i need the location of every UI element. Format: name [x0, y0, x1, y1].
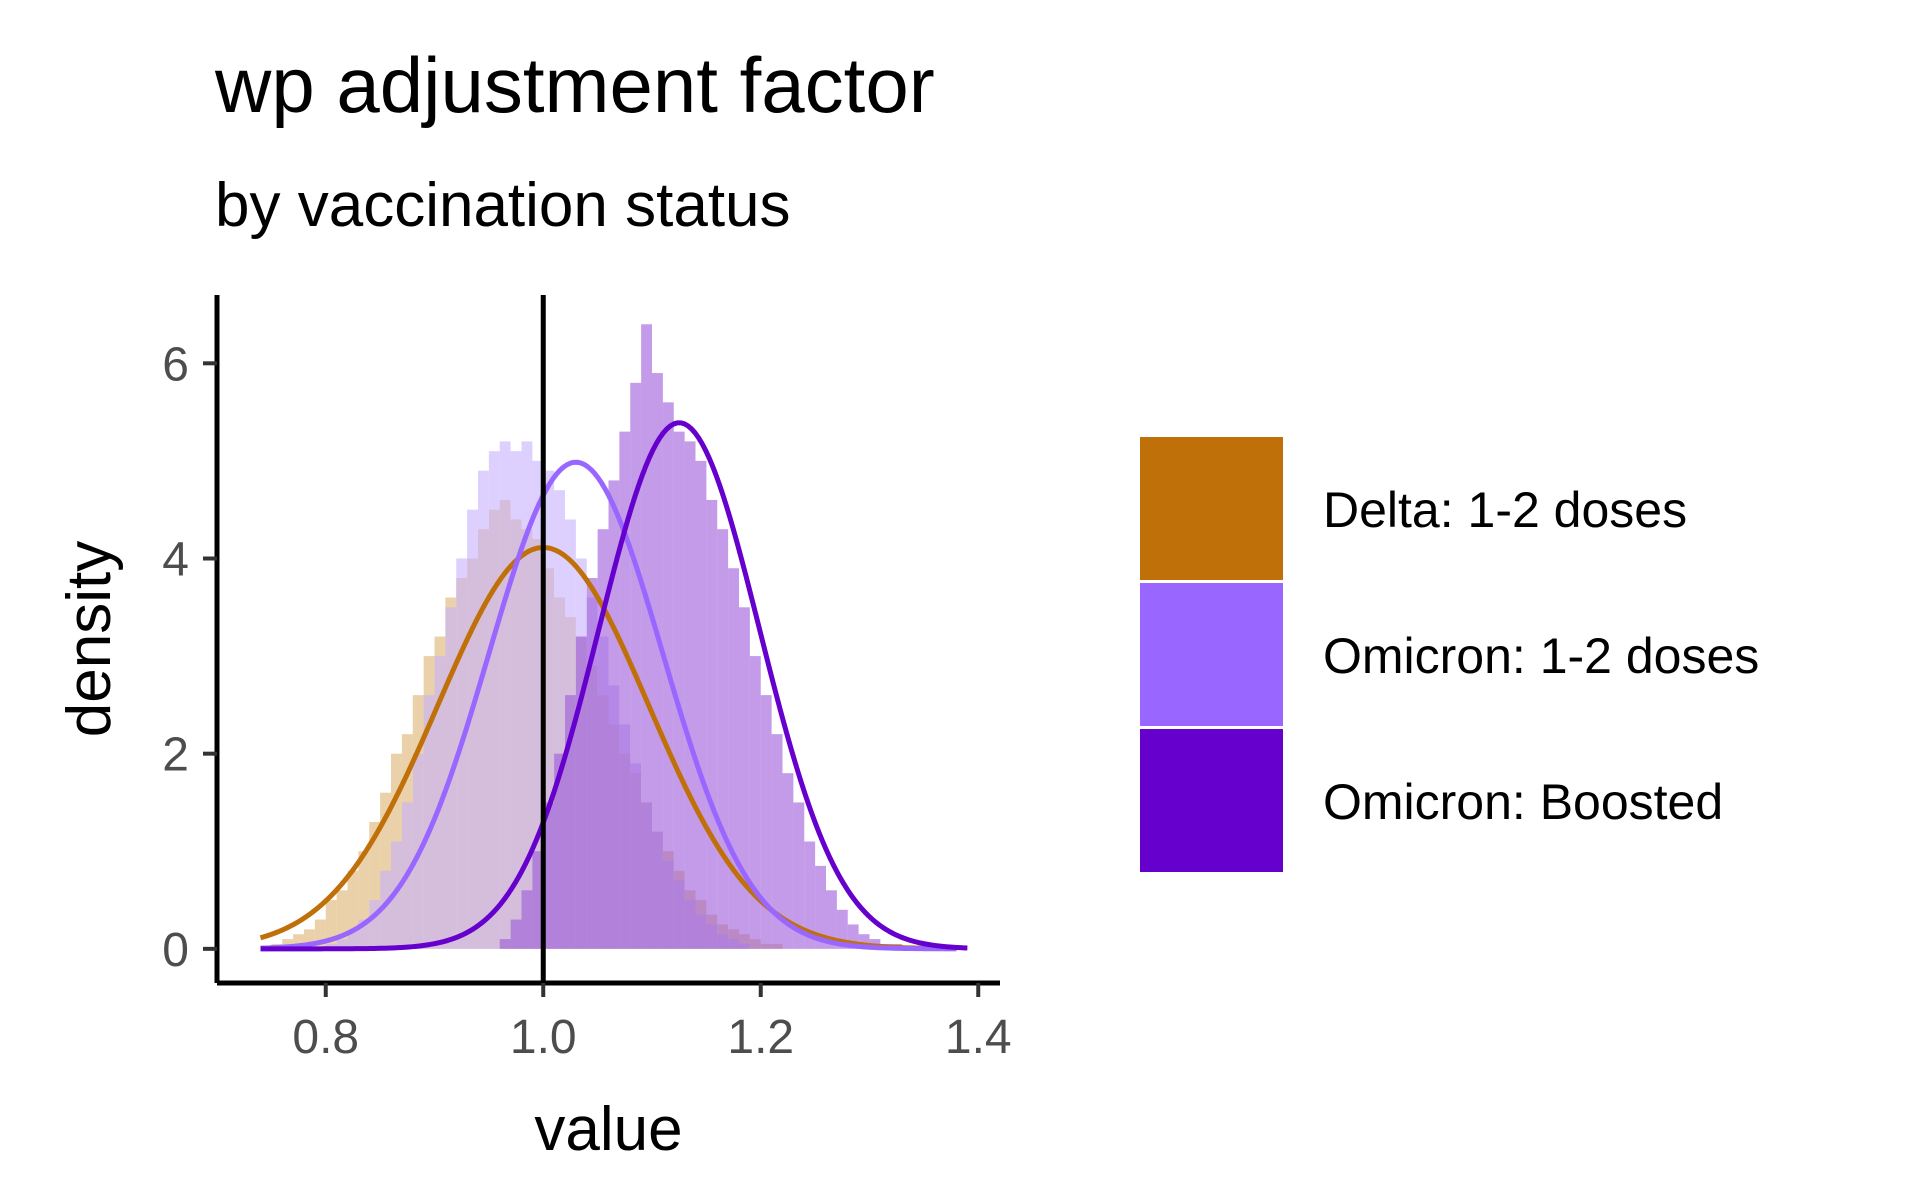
- hist-bar-series-2: [554, 753, 565, 949]
- hist-bar-series-1: [543, 470, 555, 949]
- hist-bar-series-2: [804, 841, 816, 949]
- hist-bar-series-0: [358, 851, 370, 949]
- hist-bar-series-2: [695, 460, 707, 949]
- hist-bar-series-2: [782, 773, 794, 949]
- legend-item-omicron-boosted: Omicron: Boosted: [1140, 729, 1759, 875]
- legend-item-delta: Delta: 1-2 doses: [1140, 437, 1759, 583]
- hist-bar-series-2: [499, 939, 511, 949]
- hist-bar-series-2: [728, 568, 739, 949]
- hist-bar-series-2: [597, 529, 609, 949]
- y-axis-title: density: [55, 541, 124, 737]
- hist-bar-series-0: [325, 900, 337, 949]
- hist-bar-series-2: [565, 695, 576, 949]
- hist-bar-series-2: [619, 431, 631, 949]
- legend-label-omicron-1-2: Omicron: 1-2 doses: [1323, 628, 1760, 684]
- hist-bar-series-2: [543, 802, 555, 949]
- hist-bar-series-0: [347, 870, 359, 949]
- hist-bar-series-2: [706, 499, 718, 949]
- hist-bar-series-1: [467, 509, 478, 949]
- hist-bar-series-1: [369, 900, 381, 949]
- hist-bar-series-2: [532, 851, 544, 949]
- x-tick-label: 1.2: [727, 1011, 794, 1064]
- hist-bar-series-2: [521, 890, 533, 949]
- x-axis-title: value: [534, 1095, 682, 1164]
- hist-bar-series-2: [630, 382, 642, 949]
- hist-bar-series-0: [314, 919, 326, 949]
- x-tick-label: 1.4: [945, 1011, 1012, 1064]
- hist-bar-series-1: [358, 919, 370, 949]
- legend-item-omicron-1-2: Omicron: 1-2 doses: [1140, 583, 1759, 729]
- hist-bar-series-1: [336, 939, 348, 949]
- hist-bar-series-2: [684, 441, 696, 949]
- y-tick-label: 2: [162, 729, 189, 782]
- chart-title: wp adjustment factor: [215, 41, 935, 129]
- hist-bar-series-1: [423, 695, 435, 949]
- hist-bar-series-2: [510, 919, 522, 949]
- hist-bar-series-1: [510, 451, 522, 949]
- hist-bar-series-1: [532, 460, 544, 949]
- hist-bar-series-2: [760, 695, 772, 949]
- legend-label-delta: Delta: 1-2 doses: [1323, 482, 1688, 538]
- hist-bar-series-2: [826, 890, 837, 949]
- hist-bar-series-2: [641, 324, 652, 949]
- hist-bar-series-2: [575, 636, 587, 949]
- hist-bar-series-1: [380, 870, 391, 949]
- x-tick-label: 0.8: [292, 1011, 359, 1064]
- hist-bar-series-0: [282, 939, 294, 949]
- hist-bar-series-2: [847, 924, 859, 949]
- hist-bar-series-1: [554, 490, 565, 949]
- density-line-series-1: [260, 459, 957, 952]
- hist-bar-series-2: [836, 909, 848, 949]
- hist-bar-series-0: [369, 821, 381, 949]
- hist-bar-series-2: [608, 480, 620, 949]
- hist-bar-series-1: [347, 929, 359, 949]
- hist-bar-series-2: [793, 802, 805, 949]
- legend-key-omicron-1-2: [1140, 583, 1283, 729]
- y-tick-label: 0: [162, 924, 189, 977]
- hist-bar-series-0: [304, 929, 315, 949]
- hist-bar-series-2: [749, 656, 761, 949]
- hist-bar-series-2: [858, 934, 870, 949]
- hist-bar-series-2: [586, 578, 598, 949]
- legend: Delta: 1-2 doses Omicron: 1-2 doses Omic…: [1140, 437, 1759, 875]
- hist-bar-series-2: [717, 529, 729, 949]
- hist-bar-series-1: [499, 441, 511, 949]
- x-tick-label: 1.0: [510, 1011, 577, 1064]
- hist-bar-series-2: [673, 431, 685, 949]
- hist-bar-series-2: [771, 734, 783, 949]
- y-tick-label: 4: [162, 533, 189, 586]
- hist-bar-series-0: [336, 890, 348, 949]
- hist-bar-series-0: [293, 934, 304, 949]
- legend-key-omicron-boosted: [1140, 729, 1283, 875]
- density-line-series-0: [259, 544, 957, 952]
- hist-bar-series-2: [815, 865, 826, 949]
- hist-bar-series-2: [739, 607, 750, 949]
- hist-bar-series-1: [456, 558, 468, 949]
- hist-bar-series-1: [488, 451, 500, 949]
- hist-bar-series-1: [521, 441, 533, 949]
- legend-key-delta: [1140, 437, 1283, 583]
- chart-subtitle: by vaccination status: [215, 171, 791, 240]
- density-line-series-2: [260, 420, 968, 952]
- hist-bar-series-2: [652, 373, 663, 949]
- legend-label-omicron-boosted: Omicron: Boosted: [1323, 774, 1724, 830]
- hist-bar-series-1: [391, 841, 402, 949]
- hist-bar-series-1: [478, 470, 489, 949]
- y-tick-label: 6: [162, 338, 189, 391]
